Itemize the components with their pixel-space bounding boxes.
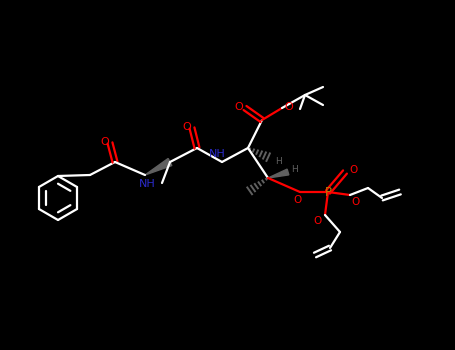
Polygon shape	[268, 169, 289, 178]
Text: O: O	[293, 195, 301, 205]
Text: O: O	[349, 165, 357, 175]
Text: O: O	[235, 102, 243, 112]
Text: O: O	[351, 197, 359, 207]
Text: O: O	[101, 137, 109, 147]
Text: P: P	[324, 186, 332, 198]
Text: NH: NH	[139, 179, 155, 189]
Text: H: H	[291, 166, 298, 175]
Text: O: O	[182, 122, 192, 132]
Text: O: O	[285, 102, 293, 112]
Text: NH: NH	[209, 149, 225, 159]
Polygon shape	[145, 159, 172, 175]
Text: O: O	[313, 216, 321, 226]
Text: H: H	[275, 156, 281, 166]
